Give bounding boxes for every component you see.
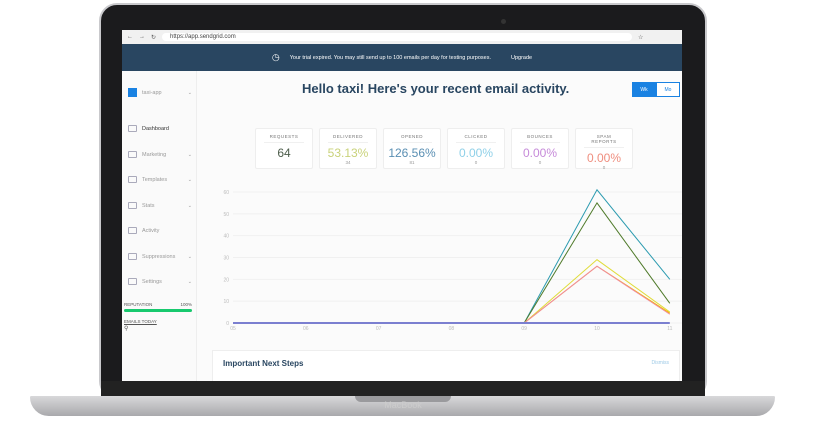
megaphone-icon — [128, 151, 137, 158]
sidebar-item-marketing[interactable]: Marketing ⌄ — [128, 151, 192, 158]
series-line-0 — [233, 188, 671, 324]
reputation-bar — [124, 309, 192, 312]
stat-value: 0.00% — [522, 146, 558, 160]
device-label: MacBook — [384, 400, 422, 410]
reload-icon[interactable]: ↻ — [151, 34, 157, 41]
trial-banner: ◷ Your trial expired. You may still send… — [122, 44, 682, 71]
next-steps-title: Important Next Steps — [223, 359, 304, 368]
y-tick-label: 30 — [223, 256, 229, 262]
templates-icon — [128, 176, 137, 183]
stat-card-requests[interactable]: REQUESTS 64 — [255, 128, 313, 169]
camera — [501, 19, 506, 24]
y-tick-label: 0 — [226, 321, 229, 327]
forward-icon[interactable]: → — [139, 34, 145, 40]
x-tick-label: 09 — [521, 326, 527, 332]
x-tick-label: 07 — [376, 326, 382, 332]
gauge-icon — [128, 125, 137, 132]
laptop-chin — [101, 381, 705, 397]
series-line-2 — [233, 259, 671, 324]
series-line-4 — [233, 265, 671, 324]
laptop-base — [30, 396, 775, 416]
activity-chart: 0 10 20 30 40 50 60 05 06 07 08 09 10 11 — [223, 188, 682, 332]
x-tick-label: 10 — [594, 326, 600, 332]
sidebar-item-settings[interactable]: Settings ⌄ — [128, 278, 192, 285]
settings-icon — [128, 278, 137, 285]
activity-icon — [128, 227, 137, 234]
x-tick-label: 06 — [303, 326, 309, 332]
stat-card-clicked[interactable]: CLICKED 0.00% 0 — [447, 128, 505, 169]
stat-label: SPAM REPORTS — [584, 134, 624, 148]
account-switcher[interactable]: taxi-app ⌄ — [128, 88, 192, 97]
next-steps-panel: Important Next Steps Dismiss — [212, 350, 680, 381]
sidebar-item-stats[interactable]: Stats ⌄ — [128, 202, 192, 209]
sidebar-item-dashboard[interactable]: Dashboard — [128, 125, 192, 132]
chevron-down-icon: ⌄ — [187, 202, 192, 209]
reputation: REPUTATION 100% — [124, 302, 192, 307]
stat-sub: 0 — [602, 165, 606, 170]
series-line-3 — [233, 265, 671, 324]
banner-message: Your trial expired. You may still send u… — [289, 54, 492, 61]
stat-value: 53.13% — [327, 146, 369, 160]
chevron-down-icon: ⌄ — [187, 176, 192, 183]
sidebar-item-activity[interactable]: Activity — [128, 227, 192, 234]
logo-icon — [128, 88, 137, 97]
stat-sub: 0 — [474, 160, 478, 165]
y-tick-label: 20 — [223, 277, 229, 283]
chevron-down-icon: ⌄ — [187, 253, 192, 260]
browser-bar: ← → ↻ https://app.sendgrid.com ☆ — [122, 30, 682, 44]
stat-sub: 81 — [409, 160, 415, 165]
stat-value: 0.00% — [458, 146, 494, 160]
dismiss-link[interactable]: Dismiss — [651, 360, 670, 366]
back-icon[interactable]: ← — [127, 34, 133, 40]
stat-label: DELIVERED — [328, 134, 368, 143]
y-tick-label: 50 — [223, 212, 229, 218]
stat-label: REQUESTS — [264, 134, 304, 143]
series-line-1 — [233, 202, 671, 324]
sidebar: taxi-app ⌄ Dashboard Marketing ⌄ Templates… — [122, 71, 197, 381]
page-title: Hello taxi! Here's your recent email act… — [302, 81, 570, 96]
week-button[interactable]: Wk — [632, 82, 656, 97]
stat-card-bounces[interactable]: BOUNCES 0.00% 0 — [511, 128, 569, 169]
screen: ← → ↻ https://app.sendgrid.com ☆ ◷ Your tr… — [122, 30, 682, 381]
emails-today-label: EMAILS TODAY — [124, 319, 157, 324]
clock-icon: ◷ — [271, 52, 280, 62]
period-toggle: Wk Mo — [632, 82, 680, 97]
stat-sub: 34 — [345, 160, 351, 165]
x-tick-label: 05 — [230, 326, 236, 332]
stat-value: 64 — [277, 146, 291, 160]
stat-label: BOUNCES — [520, 134, 560, 143]
stat-label: CLICKED — [456, 134, 496, 143]
stat-value: 0.00% — [586, 151, 622, 165]
stat-card-opened[interactable]: OPENED 126.56% 81 — [383, 128, 441, 169]
url-input[interactable]: https://app.sendgrid.com — [162, 33, 633, 41]
y-tick-label: 60 — [223, 190, 229, 196]
x-tick-label: 08 — [449, 326, 455, 332]
chevron-down-icon: ⌄ — [187, 278, 192, 285]
suppressions-icon — [128, 253, 137, 260]
stat-value: 126.56% — [388, 146, 436, 160]
month-button[interactable]: Mo — [656, 82, 680, 97]
pin-icon: ⚲ — [124, 326, 129, 332]
chevron-down-icon: ⌄ — [187, 89, 192, 96]
upgrade-link[interactable]: Upgrade — [511, 54, 533, 61]
x-tick-label: 11 — [667, 326, 672, 332]
y-tick-label: 40 — [223, 234, 229, 240]
laptop-notch — [355, 396, 451, 402]
sidebar-item-templates[interactable]: Templates ⌄ — [128, 176, 192, 183]
stat-sub: 0 — [538, 160, 542, 165]
y-tick-label: 10 — [223, 299, 229, 305]
stat-card-spam-reports[interactable]: SPAM REPORTS 0.00% 0 — [575, 128, 633, 170]
stats-icon — [128, 202, 137, 209]
stat-card-delivered[interactable]: DELIVERED 53.13% 34 — [319, 128, 377, 169]
sidebar-item-suppressions[interactable]: Suppressions ⌄ — [128, 253, 192, 260]
star-icon[interactable]: ☆ — [638, 34, 644, 41]
stat-label: OPENED — [392, 134, 432, 143]
chevron-down-icon: ⌄ — [187, 151, 192, 158]
